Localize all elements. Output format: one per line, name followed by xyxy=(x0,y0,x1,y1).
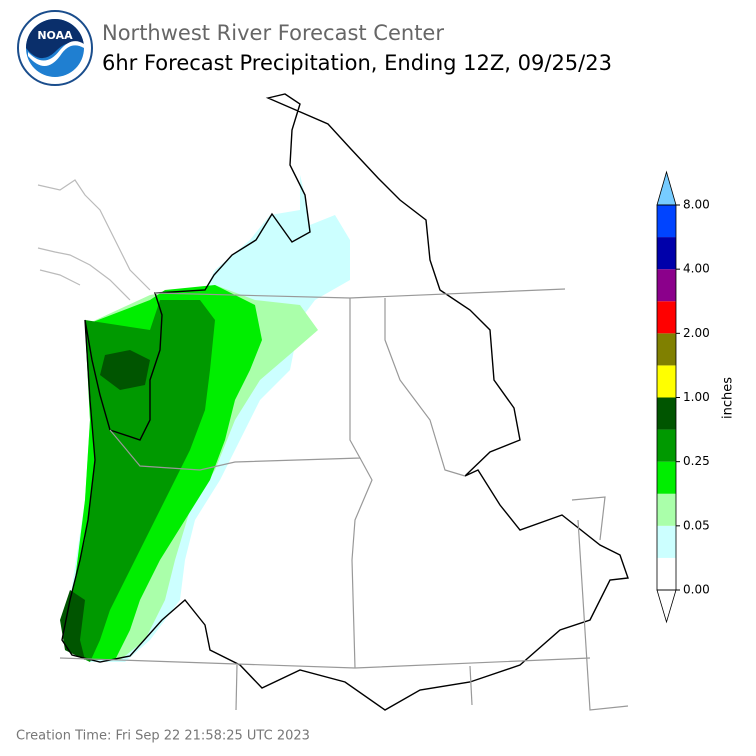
colorbar-over xyxy=(656,170,677,206)
colorbar-tick-label: 8.00 xyxy=(683,198,710,212)
colorbar-segment xyxy=(657,237,676,270)
colorbar-under xyxy=(656,589,677,624)
subtitle: 6hr Forecast Precipitation, Ending 12Z, … xyxy=(102,51,612,75)
state-boundaries xyxy=(59,288,629,711)
colorbar-segment xyxy=(657,525,676,558)
creation-time: Creation Time: Fri Sep 22 21:58:25 UTC 2… xyxy=(16,729,310,744)
canada-coast xyxy=(37,179,151,301)
precip-dark-green xyxy=(65,300,215,662)
colorbar-tick-label: 4.00 xyxy=(683,262,710,276)
colorbar-segment xyxy=(657,397,676,430)
colorbar-tick-label: 0.25 xyxy=(683,454,710,468)
colorbar-segment xyxy=(657,333,676,366)
colorbar-segment xyxy=(657,493,676,526)
colorbar-tick-label: 1.00 xyxy=(683,390,710,404)
precip-darkest-green xyxy=(60,350,150,660)
colorbar-tick-label: 2.00 xyxy=(683,326,710,340)
colorbar-segment xyxy=(657,461,676,494)
colorbar-segment xyxy=(657,205,676,238)
colorbar-segment xyxy=(657,365,676,398)
noaa-logo: NOAA xyxy=(17,10,93,86)
title: Northwest River Forecast Center xyxy=(102,21,444,45)
logo-text: NOAA xyxy=(37,29,73,42)
colorbar-tick-label: 0.05 xyxy=(683,518,710,532)
colorbar-label: inches xyxy=(721,377,736,419)
colorbar-segment xyxy=(657,557,676,590)
colorbar-tick-label: 0.00 xyxy=(683,583,710,597)
basin-outline xyxy=(61,93,629,711)
colorbar-segment xyxy=(657,301,676,334)
map xyxy=(37,93,629,711)
colorbar: 0.00 0.05 0.25 1.00 2.00 4.00 8.00 xyxy=(656,170,710,624)
colorbar-segment xyxy=(657,429,676,462)
colorbar-segment xyxy=(657,269,676,302)
